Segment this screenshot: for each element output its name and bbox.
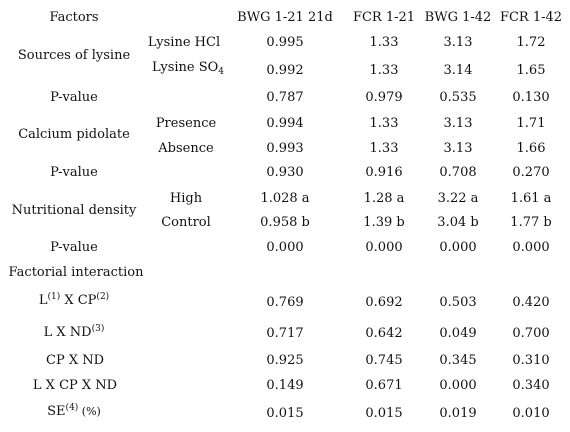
- cell-value: 1.33: [369, 35, 399, 50]
- cell-value: 0.000: [439, 240, 477, 255]
- cell-value: 0.019: [439, 406, 477, 421]
- cell-value: 0.000: [266, 240, 304, 255]
- cell-value: 0.700: [512, 326, 550, 341]
- header-factors: Factors: [49, 10, 99, 25]
- cell-value: 3.04 b: [437, 215, 479, 230]
- interaction-l-x-cp-x-nd: L X CP X ND: [32, 378, 118, 393]
- cell-value: 0.270: [512, 165, 550, 180]
- cell-value: 0.000: [365, 240, 403, 255]
- cell-value: 1.72: [516, 35, 546, 50]
- level-control: Control: [161, 215, 211, 230]
- cell-value: 1.66: [516, 141, 546, 156]
- cell-value: 0.535: [439, 90, 477, 105]
- cell-value: 0.149: [266, 378, 304, 393]
- header-fcr-1-42: FCR 1-42: [499, 10, 563, 25]
- cell-value: 0.310: [512, 353, 550, 368]
- cell-value: 0.642: [365, 326, 403, 341]
- cell-value: 0.015: [266, 406, 304, 421]
- cell-value: 1.65: [516, 63, 546, 78]
- cell-value: 0.717: [266, 326, 304, 341]
- cell-value: 0.994: [266, 116, 304, 131]
- level-lysine-so4: Lysine SO4: [151, 60, 225, 77]
- cell-value: 3.13: [443, 35, 473, 50]
- factor-sources-of-lysine: Sources of lysine: [17, 48, 131, 63]
- cell-value: 0.015: [365, 406, 403, 421]
- cell-value: 0.745: [365, 353, 403, 368]
- cell-value: 0.979: [365, 90, 403, 105]
- header-fcr-1-21: FCR 1-21: [352, 10, 416, 25]
- cell-value: 0.769: [266, 295, 304, 310]
- interaction-l-x-cp: L(1) X CP(2): [38, 292, 110, 309]
- cell-value: 3.14: [443, 63, 473, 78]
- header-bwg-1-21: BWG 1-21 21d: [237, 10, 333, 25]
- cell-value: 0.130: [512, 90, 550, 105]
- cell-value: 0.925: [266, 353, 304, 368]
- factor-calcium-pidolate: Calcium pidolate: [18, 127, 130, 142]
- cell-value: 0.992: [266, 63, 304, 78]
- cell-value: 0.503: [439, 295, 477, 310]
- cell-value: 1.39 b: [363, 215, 405, 230]
- cell-value: 0.010: [512, 406, 550, 421]
- cell-value: 0.958 b: [260, 215, 310, 230]
- p-value-label: P-value: [50, 90, 98, 105]
- interaction-l-x-nd: L X ND(3): [43, 324, 105, 341]
- cell-value: 0.345: [439, 353, 477, 368]
- level-absence: Absence: [158, 141, 214, 156]
- cell-value: 0.671: [365, 378, 403, 393]
- cell-value: 0.692: [365, 295, 403, 310]
- p-value-label: P-value: [50, 240, 98, 255]
- se-label: SE(4) (%): [47, 403, 101, 420]
- header-bwg-1-42: BWG 1-42: [424, 10, 492, 25]
- cell-value: 1.71: [516, 116, 546, 131]
- cell-value: 0.787: [266, 90, 304, 105]
- cell-value: 1.028 a: [260, 191, 310, 206]
- level-presence: Presence: [155, 116, 217, 131]
- level-high: High: [169, 191, 203, 206]
- cell-value: 1.33: [369, 63, 399, 78]
- cell-value: 0.995: [266, 35, 304, 50]
- cell-value: 1.33: [369, 116, 399, 131]
- factor-factorial-interaction: Factorial interaction: [8, 265, 144, 280]
- cell-value: 0.930: [266, 165, 304, 180]
- level-lysine-hcl: Lysine HCl: [147, 35, 221, 50]
- cell-value: 0.420: [512, 295, 550, 310]
- cell-value: 0.340: [512, 378, 550, 393]
- cell-value: 1.77 b: [510, 215, 552, 230]
- interaction-cp-x-nd: CP X ND: [45, 353, 105, 368]
- cell-value: 0.993: [266, 141, 304, 156]
- cell-value: 1.61 a: [510, 191, 552, 206]
- cell-value: 3.22 a: [437, 191, 479, 206]
- cell-value: 0.000: [439, 378, 477, 393]
- cell-value: 1.28 a: [363, 191, 405, 206]
- cell-value: 0.708: [439, 165, 477, 180]
- cell-value: 0.049: [439, 326, 477, 341]
- cell-value: 3.13: [443, 116, 473, 131]
- factor-nutritional-density: Nutritional density: [11, 203, 137, 218]
- cell-value: 1.33: [369, 141, 399, 156]
- cell-value: 0.916: [365, 165, 403, 180]
- cell-value: 0.000: [512, 240, 550, 255]
- p-value-label: P-value: [50, 165, 98, 180]
- cell-value: 3.13: [443, 141, 473, 156]
